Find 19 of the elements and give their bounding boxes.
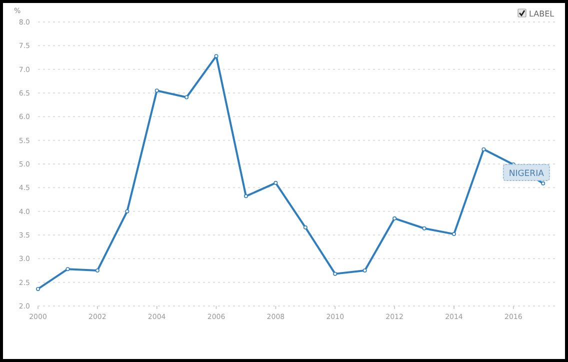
- point: [303, 225, 308, 230]
- point: [154, 88, 159, 93]
- point: [214, 54, 218, 58]
- point: [541, 181, 546, 186]
- point: [274, 180, 278, 185]
- point: [184, 95, 189, 100]
- point: [95, 268, 100, 272]
- point: [244, 194, 248, 198]
- point: [362, 268, 367, 272]
- point: [482, 147, 486, 152]
- point: [422, 226, 426, 230]
- text: LABEL: [529, 10, 555, 18]
- series-label: NIGERIA: [508, 168, 544, 179]
- point: [392, 216, 397, 220]
- point: [333, 272, 338, 276]
- point: [36, 286, 40, 291]
- point: [125, 209, 130, 214]
- point: [66, 267, 70, 272]
- point: [452, 232, 456, 236]
